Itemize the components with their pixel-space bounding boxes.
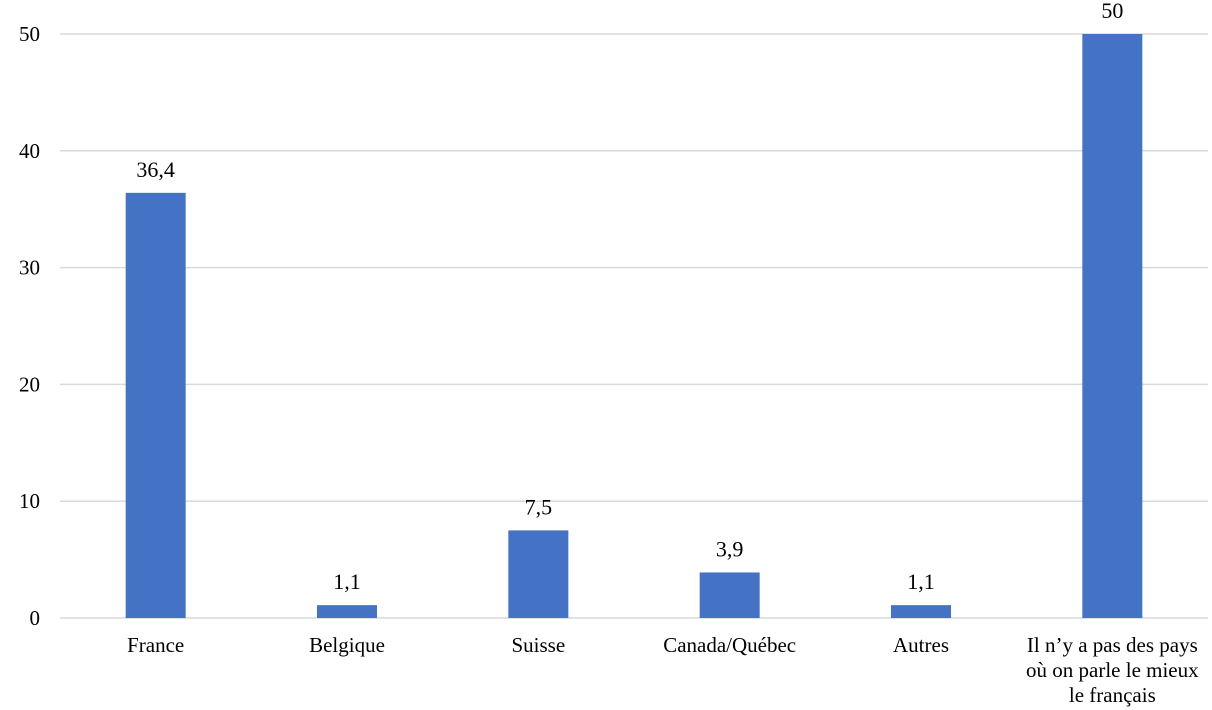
x-tick-label: Autres — [893, 633, 949, 657]
data-label: 36,4 — [136, 157, 175, 182]
y-tick-label: 50 — [19, 22, 40, 46]
y-tick-label: 0 — [30, 606, 41, 630]
x-axis: France Belgique Suisse Canada/Québec Autres I… — [127, 633, 1199, 707]
x-tick-label-line: Il n’y a pas des pays — [1027, 633, 1198, 657]
x-tick-label: France — [127, 633, 184, 657]
bar — [1082, 34, 1143, 618]
data-label: 1,1 — [907, 569, 935, 594]
x-tick-label-line: le français — [1069, 683, 1156, 707]
bar — [891, 605, 951, 618]
data-label: 7,5 — [525, 494, 553, 519]
bars — [125, 34, 1143, 618]
y-tick-label: 10 — [19, 489, 40, 513]
x-tick-label: Il n’y a pas des pays où on parle le mieu… — [1026, 633, 1199, 707]
bar — [317, 605, 377, 618]
x-tick-label: Suisse — [511, 633, 565, 657]
x-tick-label-line: Suisse — [511, 633, 565, 657]
x-tick-label-line: où on parle le mieux — [1026, 658, 1199, 682]
data-label: 1,1 — [333, 569, 361, 594]
data-label: 3,9 — [716, 536, 744, 561]
y-tick-label: 30 — [19, 256, 40, 280]
x-tick-label: Canada/Québec — [663, 633, 796, 657]
x-tick-label-line: Autres — [893, 633, 949, 657]
bar — [125, 192, 186, 618]
data-labels: 36,4 1,1 7,5 3,9 1,1 50 — [136, 0, 1123, 594]
data-label: 50 — [1101, 0, 1123, 23]
bar — [508, 530, 569, 618]
bar — [699, 572, 760, 618]
x-tick-label-line: France — [127, 633, 184, 657]
x-tick-label: Belgique — [309, 633, 385, 657]
gridlines — [60, 33, 1208, 619]
x-tick-label-line: Belgique — [309, 633, 385, 657]
x-tick-label-line: Canada/Québec — [663, 633, 796, 657]
y-tick-label: 40 — [19, 139, 40, 163]
y-tick-label: 20 — [19, 372, 40, 396]
y-axis: 0 10 20 30 40 50 — [19, 22, 40, 630]
